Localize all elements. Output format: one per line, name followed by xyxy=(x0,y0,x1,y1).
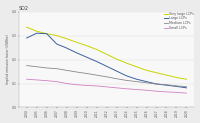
Very large LCPs xyxy=(95,49,98,50)
Medium LCPs xyxy=(175,85,178,87)
Line: Small LCPs: Small LCPs xyxy=(27,79,186,93)
Large LCPs xyxy=(35,32,38,34)
Medium LCPs xyxy=(26,65,28,66)
Large LCPs xyxy=(75,52,78,54)
Very large LCPs xyxy=(125,62,128,64)
Small LCPs xyxy=(125,88,128,90)
Small LCPs xyxy=(155,90,158,92)
Very large LCPs xyxy=(75,42,78,43)
Small LCPs xyxy=(185,92,188,94)
Small LCPs xyxy=(165,91,168,93)
Large LCPs xyxy=(45,33,48,34)
Medium LCPs xyxy=(75,71,78,73)
Medium LCPs xyxy=(155,83,158,85)
Very large LCPs xyxy=(35,31,38,32)
Small LCPs xyxy=(115,87,118,89)
Medium LCPs xyxy=(115,78,118,79)
Very large LCPs xyxy=(45,33,48,34)
Large LCPs xyxy=(65,47,68,49)
Very large LCPs xyxy=(115,58,118,60)
Large LCPs xyxy=(175,86,178,87)
Medium LCPs xyxy=(185,86,188,87)
Medium LCPs xyxy=(145,82,148,84)
Small LCPs xyxy=(55,81,58,82)
Large LCPs xyxy=(125,75,128,77)
Small LCPs xyxy=(45,80,48,81)
Line: Medium LCPs: Medium LCPs xyxy=(27,66,186,87)
Line: Large LCPs: Large LCPs xyxy=(27,33,186,88)
Very large LCPs xyxy=(85,45,88,46)
Very large LCPs xyxy=(155,72,158,73)
Line: Very large LCPs: Very large LCPs xyxy=(27,27,186,79)
Very large LCPs xyxy=(185,78,188,80)
Small LCPs xyxy=(105,86,108,88)
Small LCPs xyxy=(85,85,88,86)
Small LCPs xyxy=(65,83,68,84)
Large LCPs xyxy=(55,43,58,45)
Small LCPs xyxy=(75,84,78,85)
Medium LCPs xyxy=(95,74,98,76)
Large LCPs xyxy=(85,56,88,58)
Medium LCPs xyxy=(165,84,168,85)
Legend: Very large LCPs, Large LCPs, Medium LCPs, Small LCPs: Very large LCPs, Large LCPs, Medium LCPs… xyxy=(164,11,195,30)
Medium LCPs xyxy=(135,81,138,82)
Very large LCPs xyxy=(105,54,108,55)
Text: SO2: SO2 xyxy=(19,6,29,11)
Very large LCPs xyxy=(145,70,148,71)
Large LCPs xyxy=(165,85,168,86)
Small LCPs xyxy=(95,85,98,87)
Medium LCPs xyxy=(125,80,128,81)
Large LCPs xyxy=(155,83,158,85)
Very large LCPs xyxy=(65,38,68,39)
Very large LCPs xyxy=(135,66,138,68)
Small LCPs xyxy=(35,79,38,81)
Large LCPs xyxy=(185,87,188,89)
Large LCPs xyxy=(26,37,28,39)
Very large LCPs xyxy=(26,26,28,28)
Large LCPs xyxy=(105,66,108,67)
Small LCPs xyxy=(135,89,138,90)
Large LCPs xyxy=(145,81,148,82)
Medium LCPs xyxy=(105,76,108,78)
Large LCPs xyxy=(135,78,138,80)
Small LCPs xyxy=(175,92,178,93)
Y-axis label: Implied emission factor (t/GWhe): Implied emission factor (t/GWhe) xyxy=(6,35,10,85)
Small LCPs xyxy=(145,90,148,91)
Medium LCPs xyxy=(35,66,38,68)
Very large LCPs xyxy=(175,77,178,78)
Large LCPs xyxy=(115,70,118,72)
Large LCPs xyxy=(95,61,98,62)
Medium LCPs xyxy=(45,67,48,69)
Small LCPs xyxy=(26,78,28,80)
Medium LCPs xyxy=(55,68,58,69)
Very large LCPs xyxy=(55,35,58,36)
Medium LCPs xyxy=(65,70,68,71)
Medium LCPs xyxy=(85,73,88,74)
Very large LCPs xyxy=(165,74,168,76)
